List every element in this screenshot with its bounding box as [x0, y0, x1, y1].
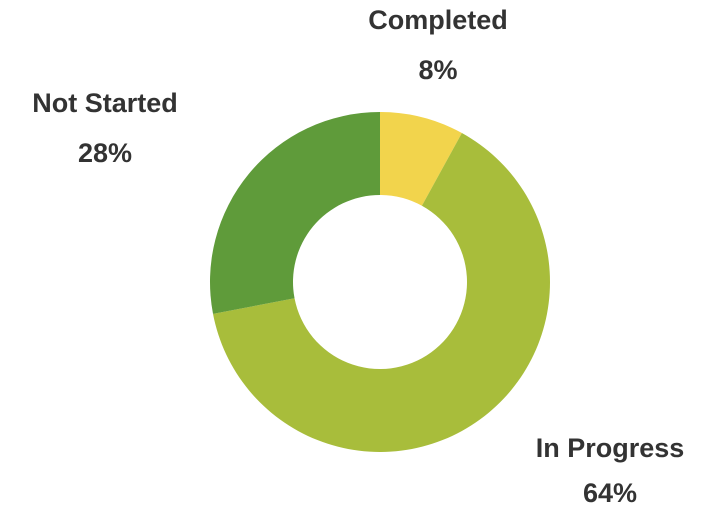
segment-value-label: 28%	[78, 138, 132, 168]
segment-value-label: 64%	[583, 478, 637, 508]
donut-segment	[209, 112, 380, 314]
donut-segment	[380, 112, 462, 206]
segment-value-label: 8%	[418, 55, 457, 85]
donut-segment	[213, 133, 550, 452]
segment-label: Completed	[368, 5, 508, 35]
segment-label: Not Started	[32, 88, 178, 118]
segment-label: In Progress	[536, 433, 685, 463]
